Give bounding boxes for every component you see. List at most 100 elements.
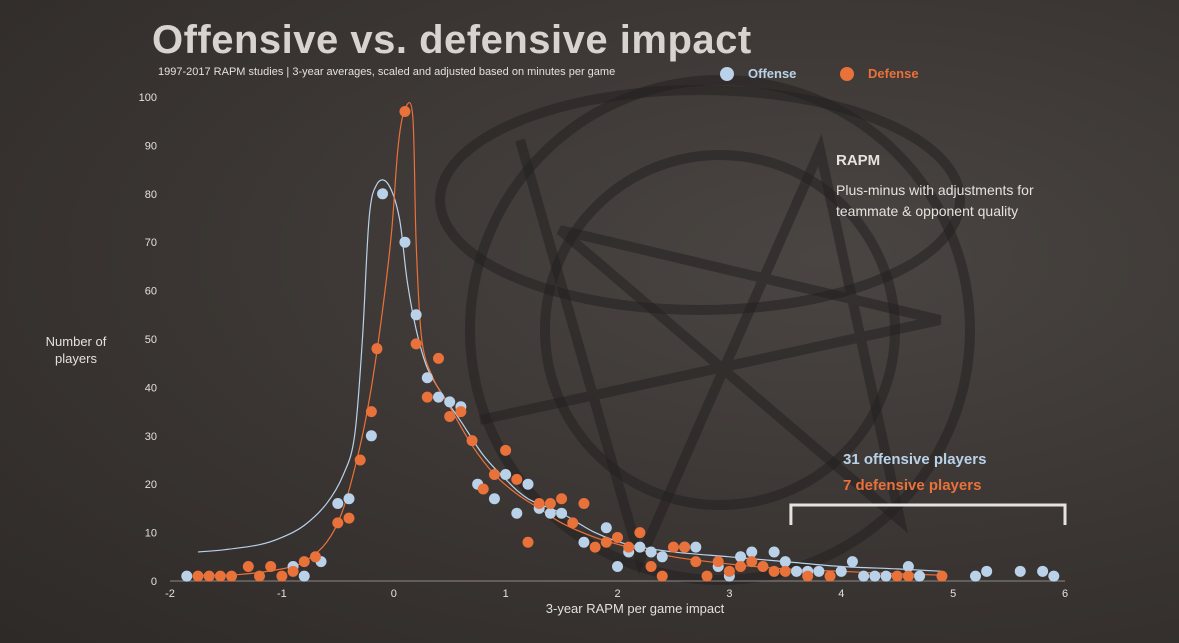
offense-point [970, 570, 981, 582]
y-tick-label: 80 [145, 189, 157, 201]
range-bracket [789, 503, 1067, 525]
x-tick-label: 5 [950, 588, 956, 600]
offense-point [1048, 570, 1060, 582]
offense-point [522, 478, 534, 490]
y-tick-label: 0 [151, 576, 157, 588]
defense-point [679, 541, 691, 553]
x-tick-label: -2 [165, 588, 175, 600]
offense-point [768, 546, 780, 558]
defense-trend-curve [197, 101, 942, 576]
defense-point [214, 570, 226, 582]
y-tick-label: 30 [145, 431, 157, 443]
offense-point [981, 565, 993, 577]
defense-point [287, 565, 299, 577]
offense-point [377, 188, 389, 200]
defense-point [712, 556, 724, 568]
defense-point [477, 483, 489, 495]
defense-point [645, 560, 657, 572]
defense-point [433, 352, 444, 364]
defense-point [623, 541, 635, 553]
defense-point [589, 541, 601, 553]
offense-point [511, 507, 523, 519]
y-axis-label: Number of players [45, 334, 107, 366]
offense-point [846, 556, 858, 568]
y-tick-label: 40 [145, 382, 157, 394]
offense-point [735, 551, 747, 563]
defense-point [500, 444, 512, 456]
defense-point [298, 556, 310, 568]
chart-title: Offensive vs. defensive impact [152, 18, 752, 62]
defense-point [265, 560, 277, 572]
x-tick-label: 0 [391, 588, 397, 600]
defense-point [556, 493, 568, 505]
offense-point [869, 570, 881, 582]
offense-point [365, 430, 377, 442]
offense-point [612, 560, 623, 572]
defense-point [723, 565, 735, 577]
defense-point [735, 560, 747, 572]
x-tick-label: -1 [277, 588, 287, 600]
offense-point [645, 546, 657, 558]
offense-trend-curve [197, 179, 942, 572]
x-tick-label: 3 [726, 588, 732, 600]
x-tick-label: 4 [838, 588, 844, 600]
defense-marker-icon [840, 66, 854, 81]
defense-point [309, 551, 321, 563]
defense-point [701, 570, 713, 582]
legend-label-defense: Defense [868, 66, 919, 81]
defense-point [824, 570, 836, 582]
defense-point [276, 570, 288, 582]
offense-point [600, 522, 612, 534]
y-tick-label: 50 [145, 334, 157, 346]
offense-marker-icon [720, 66, 734, 81]
defense-point [254, 570, 265, 582]
offense-point [181, 570, 193, 582]
defense-point [600, 536, 612, 548]
defense-point [902, 570, 914, 582]
defense-point [634, 527, 646, 539]
y-tick-label: 60 [145, 286, 157, 298]
defense-point [399, 106, 411, 118]
legend-item-defense: Defense [840, 66, 919, 81]
defensive-players-note: 7 defensive players [843, 477, 982, 494]
defense-point [455, 406, 467, 418]
offense-point [746, 546, 758, 558]
legend-label-offense: Offense [748, 66, 797, 81]
defense-point [667, 541, 679, 553]
defense-point [488, 469, 500, 481]
offense-point [433, 391, 444, 403]
legend-item-offense: Offense [720, 66, 796, 81]
y-tick-label: 20 [145, 479, 157, 491]
defense-point [466, 435, 478, 447]
offensive-players-note: 31 offensive players [843, 451, 987, 468]
offense-point [298, 570, 310, 582]
offense-point [343, 493, 355, 505]
offense-point [858, 570, 870, 582]
defense-point [533, 498, 545, 510]
offense-point [488, 493, 500, 505]
defense-point [612, 531, 623, 543]
rapm-description: Plus-minus with adjustments for teammate… [836, 182, 1034, 219]
offense-point [1037, 565, 1049, 577]
offense-point [690, 541, 702, 553]
defense-point [746, 556, 758, 568]
defense-point [690, 556, 702, 568]
defense-point [891, 570, 903, 582]
offense-point [779, 556, 791, 568]
defense-point [226, 570, 238, 582]
offense-point [880, 570, 892, 582]
offense-point [332, 498, 344, 510]
defense-point [567, 517, 579, 529]
offense-point [421, 372, 433, 384]
x-tick-label: 2 [614, 588, 620, 600]
defense-point [203, 570, 215, 582]
offense-point [500, 469, 512, 481]
offense-point [578, 536, 590, 548]
defense-point [768, 565, 780, 577]
x-tick-label: 1 [503, 588, 509, 600]
defense-point [332, 517, 344, 529]
defense-point [365, 406, 377, 418]
defense-point [192, 570, 204, 582]
rapm-heading: RAPM [836, 152, 881, 169]
